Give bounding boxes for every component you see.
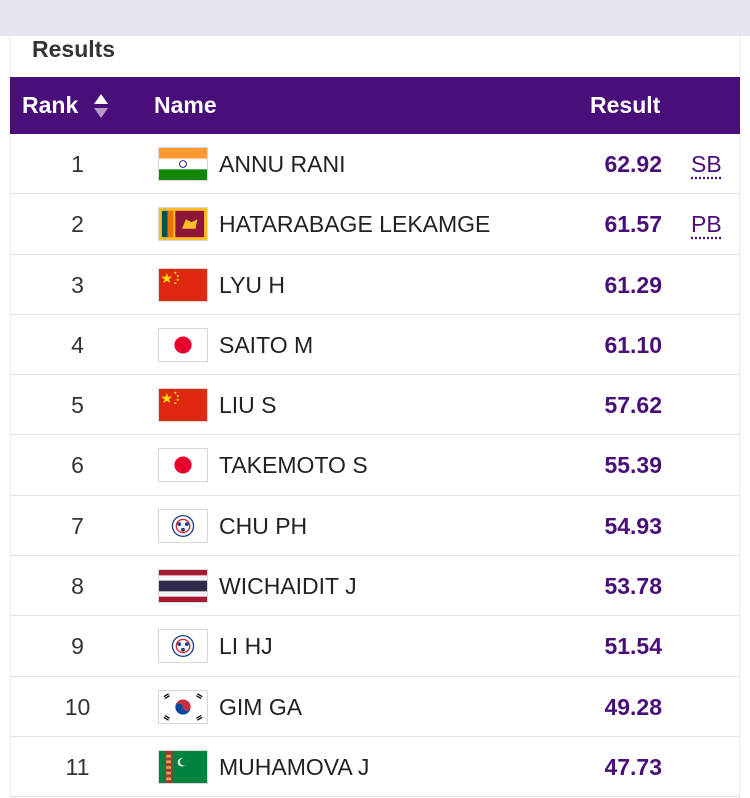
result-value: 61.29 — [604, 271, 662, 298]
korea-flag-icon — [158, 689, 208, 724]
turkmenistan-flag-icon — [158, 749, 208, 784]
china-flag-icon — [158, 267, 208, 302]
table-header: Rank Name Result — [10, 77, 740, 134]
table-row[interactable]: 9 LI HJ 51.54 — [10, 616, 740, 677]
name-column-header: Name — [154, 92, 217, 118]
record-badge[interactable]: SB — [691, 151, 722, 177]
rank-cell: 6 — [71, 452, 84, 479]
chinese-taipei-flag-icon — [158, 508, 208, 543]
india-flag-icon — [158, 147, 208, 181]
japan-flag-icon — [158, 448, 208, 483]
table-row[interactable]: 6 TAKEMOTO S 55.39 — [10, 435, 740, 496]
sri-lanka-flag-icon — [158, 207, 208, 242]
rank-cell: 8 — [71, 573, 84, 600]
china-flag-icon — [158, 388, 208, 423]
table-row[interactable]: 1 ANNU RANI 62.92 SB — [10, 134, 740, 195]
result-value: 62.92 — [604, 151, 662, 177]
athlete-name[interactable]: WICHAIDIT J — [219, 573, 357, 600]
result-value: 61.10 — [604, 331, 662, 358]
top-band — [0, 0, 750, 36]
results-table-body: 1 ANNU RANI 62.92 SB 2 HATARABAGE LEKAMGE 61.5… — [10, 134, 740, 798]
rank-cell: 4 — [71, 331, 84, 358]
rank-cell: 9 — [71, 633, 84, 660]
athlete-name[interactable]: ANNU RANI — [219, 151, 346, 177]
athlete-name[interactable]: LYU H — [219, 271, 286, 298]
table-row[interactable]: 10 GIM GA 49.28 — [10, 677, 740, 737]
athlete-name[interactable]: LIU S — [219, 392, 277, 419]
table-row[interactable]: 3 LYU H 61.29 — [10, 255, 740, 315]
rank-cell: 1 — [71, 151, 84, 177]
rank-cell: 2 — [71, 211, 84, 238]
record-badge[interactable]: PB — [691, 211, 722, 238]
result-value: 47.73 — [604, 753, 662, 780]
result-value: 53.78 — [604, 573, 662, 600]
chinese-taipei-flag-icon — [158, 629, 208, 664]
athlete-name[interactable]: GIM GA — [219, 693, 303, 720]
section-title: Results — [32, 36, 116, 62]
athlete-name[interactable]: SAITO M — [219, 331, 314, 358]
table-row[interactable]: 2 HATARABAGE LEKAMGE 61.57 PB — [10, 194, 740, 255]
result-column-header: Result — [590, 92, 661, 118]
rank-cell: 3 — [71, 271, 84, 298]
athlete-name[interactable]: CHU PH — [219, 512, 308, 539]
athlete-name[interactable]: LI HJ — [219, 633, 273, 660]
rank-cell: 7 — [71, 512, 84, 539]
rank-cell: 11 — [65, 753, 90, 780]
table-row[interactable]: 4 SAITO M 61.10 — [10, 315, 740, 376]
athlete-name[interactable]: HATARABAGE LEKAMGE — [219, 211, 491, 238]
result-value: 54.93 — [604, 512, 662, 539]
result-value: 55.39 — [604, 452, 662, 479]
rank-column-header[interactable]: Rank — [22, 92, 79, 118]
results-card — [10, 36, 740, 798]
japan-flag-icon — [158, 327, 208, 362]
result-value: 57.62 — [604, 392, 662, 419]
rank-cell: 5 — [71, 392, 84, 419]
rank-cell: 10 — [64, 693, 91, 720]
thailand-flag-icon — [158, 569, 208, 604]
result-value: 49.28 — [604, 693, 662, 720]
sort-up-down-icon[interactable] — [93, 93, 109, 119]
result-value: 61.57 — [604, 211, 662, 238]
result-value: 51.54 — [604, 633, 662, 660]
athlete-name[interactable]: TAKEMOTO S — [219, 452, 368, 479]
table-row[interactable]: 11 MUHAMOVA J 47.73 — [10, 737, 740, 798]
table-row[interactable]: 7 CHU PH 54.93 — [10, 496, 740, 557]
table-row[interactable]: 8 WICHAIDIT J 53.78 — [10, 556, 740, 617]
table-row[interactable]: 5 LIU S 57.62 — [10, 375, 740, 436]
athlete-name[interactable]: MUHAMOVA J — [219, 753, 370, 780]
